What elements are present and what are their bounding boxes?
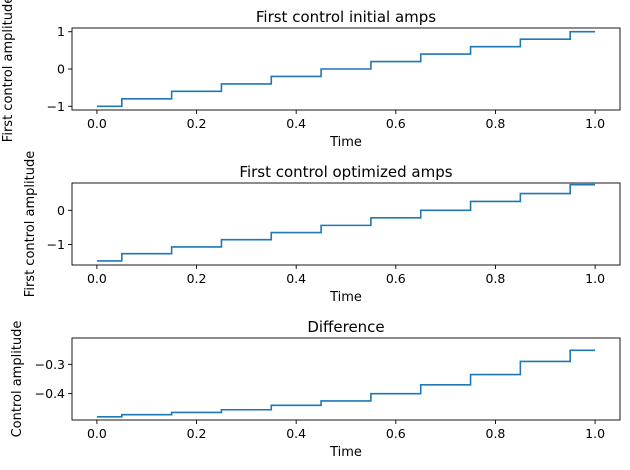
x-axis: 0.0 0.2 0.4 0.6 0.8 1.0	[87, 420, 605, 441]
y-tick-label: −1	[47, 99, 65, 114]
y-axis-label: Control amplitude	[10, 321, 25, 438]
x-tick-label: 0.8	[486, 271, 506, 286]
chart-panel-2: First control optimized amps 0.0 0.2 0.4 0.…	[23, 151, 621, 305]
x-axis-label: Time	[329, 135, 362, 150]
x-axis: 0.0 0.2 0.4 0.6 0.8 1.0	[87, 110, 605, 131]
y-tick-label: 0	[57, 62, 65, 77]
x-tick-label: 0.6	[386, 271, 406, 286]
x-axis: 0.0 0.2 0.4 0.6 0.8 1.0	[87, 265, 605, 286]
x-tick-label: 0.0	[87, 271, 107, 286]
x-tick-label: 0.2	[187, 271, 207, 286]
x-tick-label: 0.8	[486, 426, 506, 441]
x-tick-label: 0.6	[386, 426, 406, 441]
axes-frame	[71, 182, 621, 266]
axes-frame	[71, 337, 621, 421]
chart-title: Difference	[307, 318, 384, 336]
y-tick-label: −0.4	[35, 386, 65, 401]
y-axis-label: First control amplitude	[23, 151, 38, 297]
x-tick-label: 0.0	[87, 116, 107, 131]
x-tick-label: 1.0	[585, 426, 605, 441]
x-tick-label: 0.8	[486, 116, 506, 131]
x-axis-label: Time	[329, 445, 362, 460]
y-tick-label: −1	[47, 237, 65, 252]
x-tick-label: 0.4	[286, 271, 306, 286]
y-axis: −0.4 −0.3	[35, 357, 72, 401]
y-axis-label: First control amplitude	[1, 0, 16, 142]
y-tick-label: 1	[57, 24, 65, 39]
x-tick-label: 0.0	[87, 426, 107, 441]
x-tick-label: 1.0	[585, 116, 605, 131]
y-axis: −1 0 1	[47, 24, 72, 114]
y-tick-label: −0.3	[35, 357, 65, 372]
x-tick-label: 0.4	[286, 116, 306, 131]
chart-title: First control optimized amps	[239, 163, 452, 181]
series-line	[96, 30, 596, 108]
y-axis: −1 0	[47, 203, 72, 252]
series-line	[96, 349, 596, 418]
y-tick-label: 0	[57, 203, 65, 218]
x-tick-label: 1.0	[585, 271, 605, 286]
chart-title: First control initial amps	[256, 8, 436, 26]
x-axis-label: Time	[329, 290, 362, 305]
x-tick-label: 0.4	[286, 426, 306, 441]
series-line	[96, 183, 596, 262]
chart-panel-3: Difference 0.0 0.2 0.4 0.6 0.8 1.0 −0.4 −0.3 T…	[10, 318, 621, 460]
chart-panel-1: First control initial amps 0.0 0.2 0.4 0.6 0…	[1, 0, 621, 150]
plot-line-group	[96, 183, 596, 262]
plot-line-group	[96, 30, 596, 108]
x-tick-label: 0.6	[386, 116, 406, 131]
plot-line-group	[96, 349, 596, 418]
x-tick-label: 0.2	[187, 116, 207, 131]
x-tick-label: 0.2	[187, 426, 207, 441]
